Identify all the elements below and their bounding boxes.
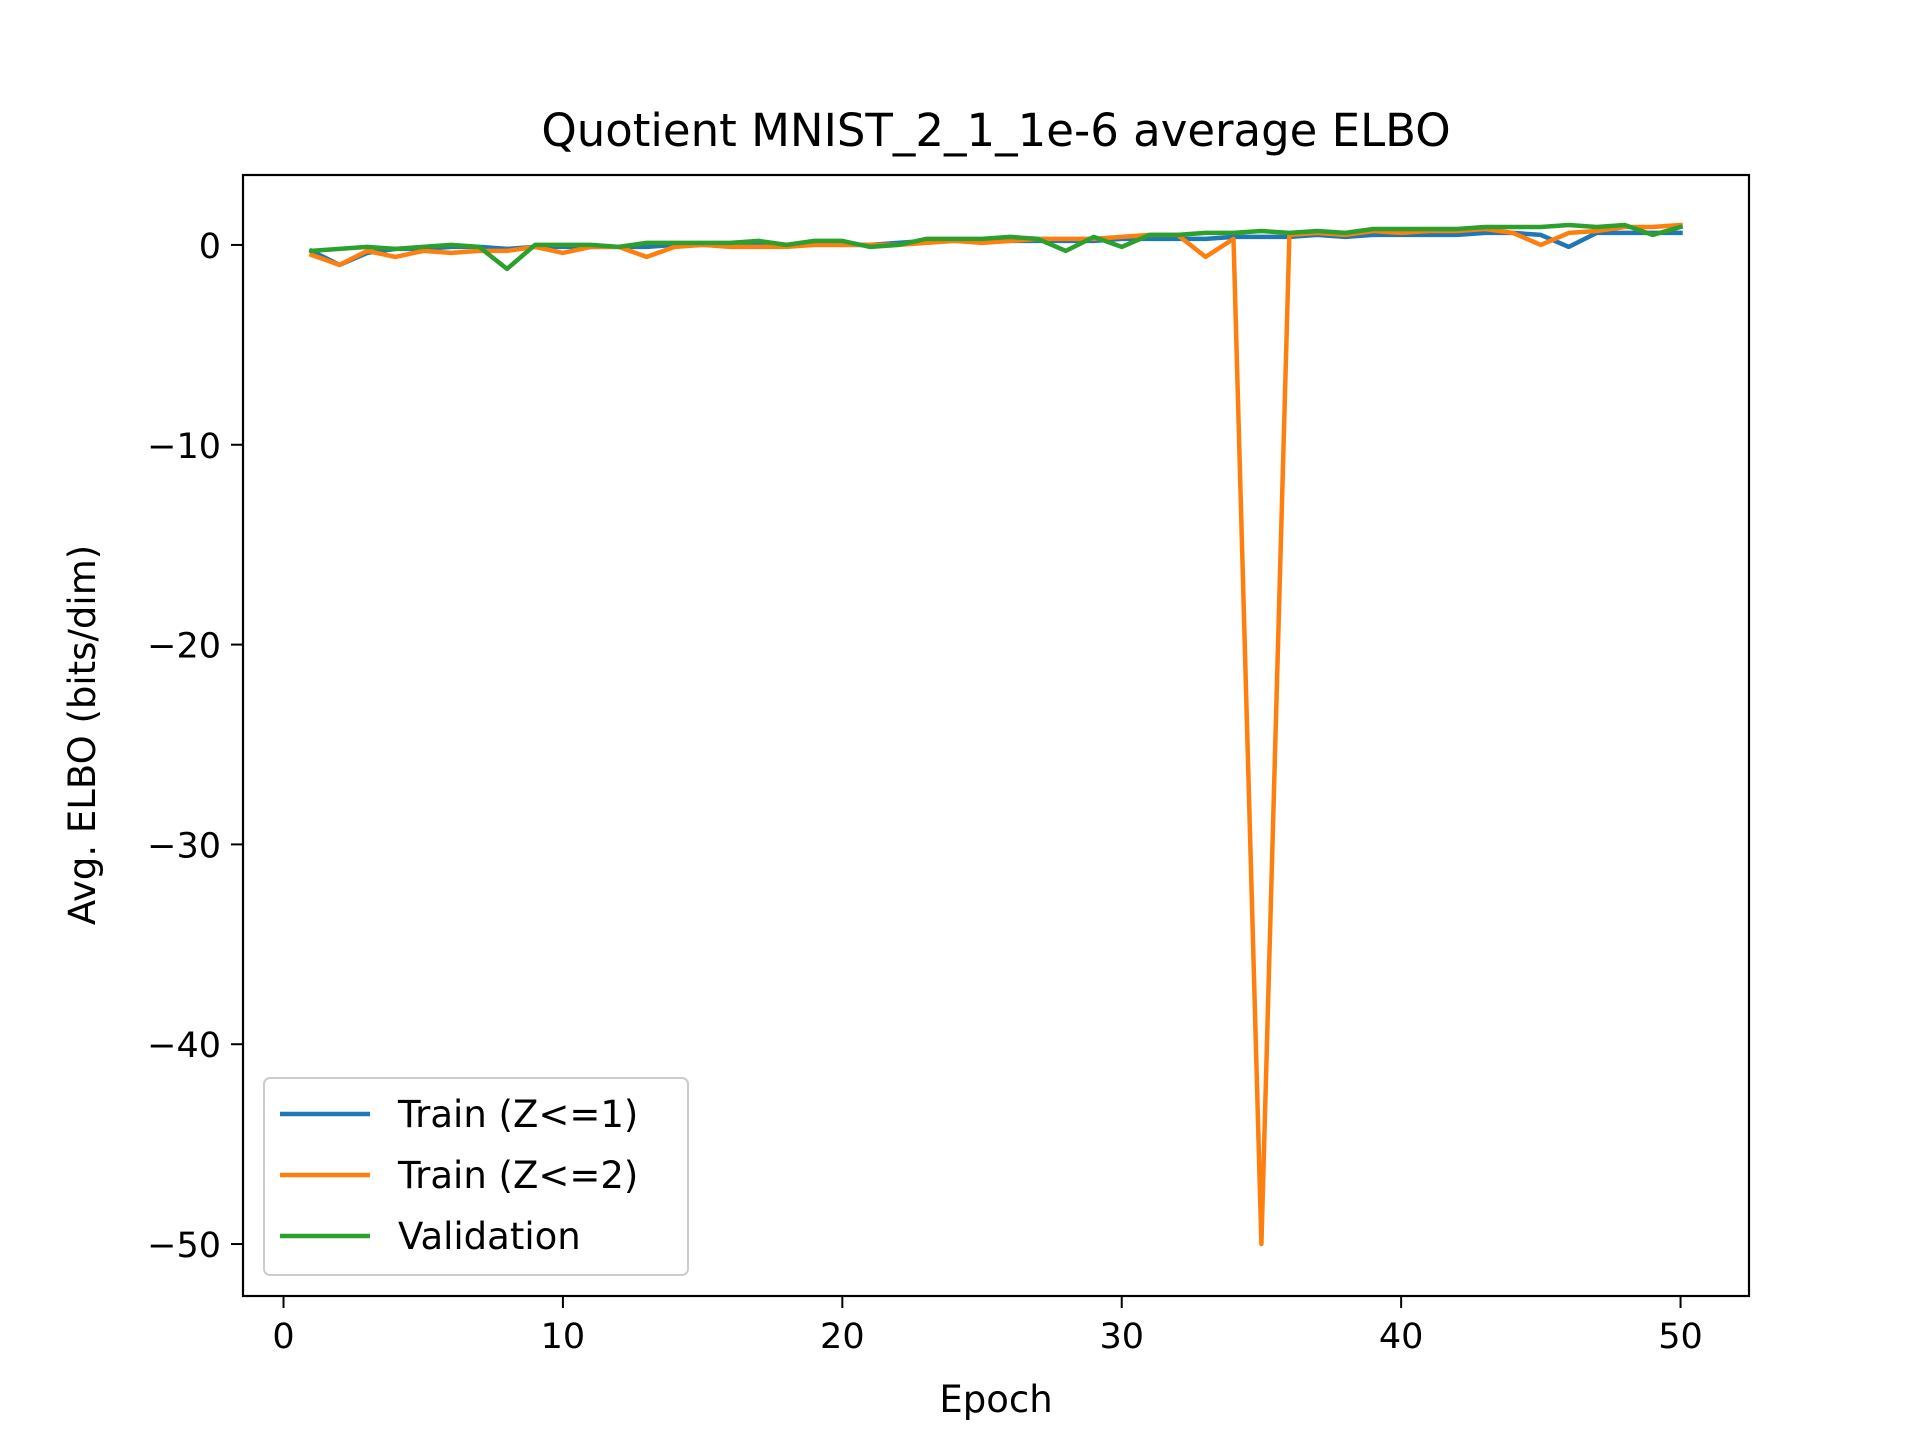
x-axis-label: Epoch: [939, 1378, 1052, 1421]
y-axis-label: Avg. ELBO (bits/dim): [61, 545, 104, 925]
y-tick-label: 0: [199, 227, 221, 267]
y-tick-label: −40: [147, 1026, 221, 1066]
y-tick-label: −10: [147, 427, 221, 467]
x-tick-label: 40: [1379, 1317, 1424, 1357]
x-tick-label: 50: [1658, 1317, 1703, 1357]
legend-label-train-z2: Train (Z<=2): [397, 1154, 638, 1197]
x-tick-label: 30: [1099, 1317, 1144, 1357]
legend-label-validation: Validation: [398, 1215, 581, 1258]
legend: Train (Z<=1) Train (Z<=2) Validation: [263, 1077, 689, 1276]
lines-layer: [308, 222, 1684, 1247]
plot-frame: [241, 173, 1751, 1298]
x-tick-label: 20: [820, 1317, 865, 1357]
x-tick-label: 0: [272, 1317, 294, 1357]
y-tick-label: −50: [147, 1226, 221, 1266]
legend-box: [263, 1077, 689, 1276]
y-tick-label: −30: [147, 826, 221, 866]
x-tick-label: 10: [541, 1317, 586, 1357]
series-validation-line: [309, 222, 1684, 272]
chart-title: Quotient MNIST_2_1_1e-6 average ELBO: [541, 104, 1450, 157]
y-tick-label: −20: [147, 627, 221, 667]
legend-label-train-z1: Train (Z<=1): [397, 1093, 638, 1136]
ticks-layer: 0 10 20 30 40 50 0 −10 −20 −30 −40 −50: [147, 227, 1703, 1357]
